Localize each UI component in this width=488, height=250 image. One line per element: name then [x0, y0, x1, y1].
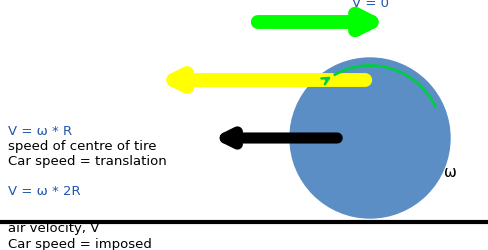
Text: Car speed = translation: Car speed = translation: [8, 155, 167, 168]
Text: V = ω * 2R: V = ω * 2R: [8, 185, 81, 198]
Text: V = 0: V = 0: [351, 0, 388, 10]
Text: Car speed = imposed: Car speed = imposed: [8, 238, 152, 250]
Text: air velocity, V: air velocity, V: [8, 222, 100, 235]
Text: speed of centre of tire: speed of centre of tire: [8, 140, 157, 153]
Circle shape: [290, 58, 450, 218]
Text: V = ω * R: V = ω * R: [8, 125, 72, 138]
Text: ω: ω: [444, 165, 456, 180]
